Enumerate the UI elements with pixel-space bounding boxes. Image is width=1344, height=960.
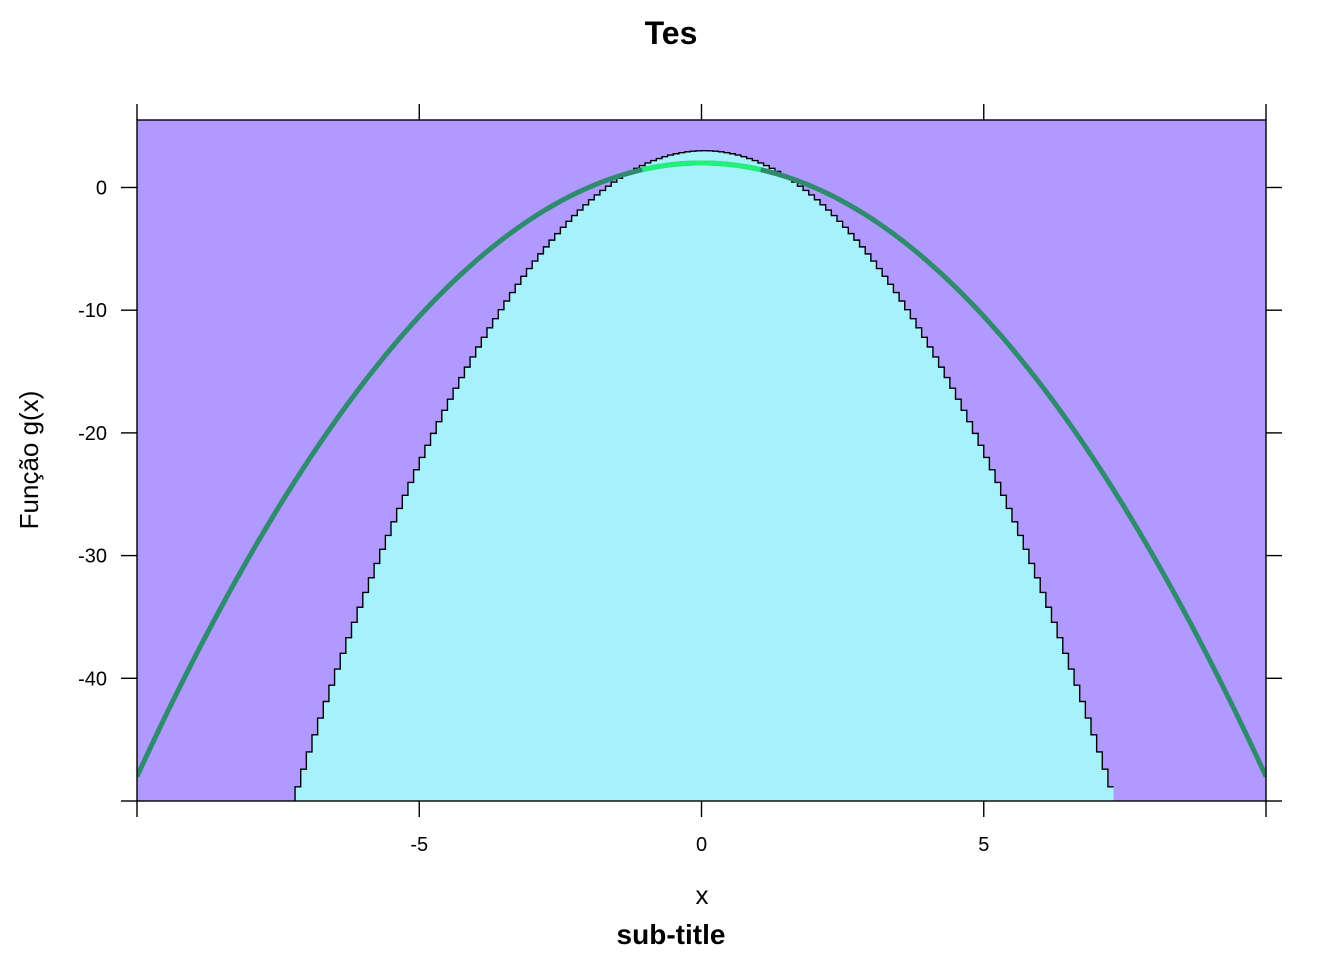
- x-tick-label: -5: [410, 834, 428, 856]
- filled-area: [295, 150, 1114, 801]
- x-axis-label: x: [696, 880, 709, 910]
- chart-subtitle: sub-title: [617, 919, 726, 950]
- area-step-outline: [294, 149, 1114, 801]
- x-axis-top: [136, 104, 1267, 120]
- chart-title: Tes: [645, 15, 698, 51]
- x-axis-bottom: -5 0 5: [136, 801, 1267, 856]
- y-tick-label: -30: [78, 546, 107, 568]
- y-axis-left: 0 -10 -20 -30 -40: [78, 177, 137, 802]
- y-axis-right: [1266, 186, 1282, 802]
- series-line-highlight: [641, 160, 762, 173]
- x-tick-label: 5: [978, 834, 989, 856]
- y-axis-label: Função g(x): [14, 391, 44, 530]
- y-tick-label: -40: [78, 668, 107, 690]
- y-tick-label: -20: [78, 423, 107, 445]
- y-tick-label: -10: [78, 300, 107, 322]
- x-tick-label: 0: [696, 834, 707, 856]
- y-tick-label: 0: [96, 177, 107, 199]
